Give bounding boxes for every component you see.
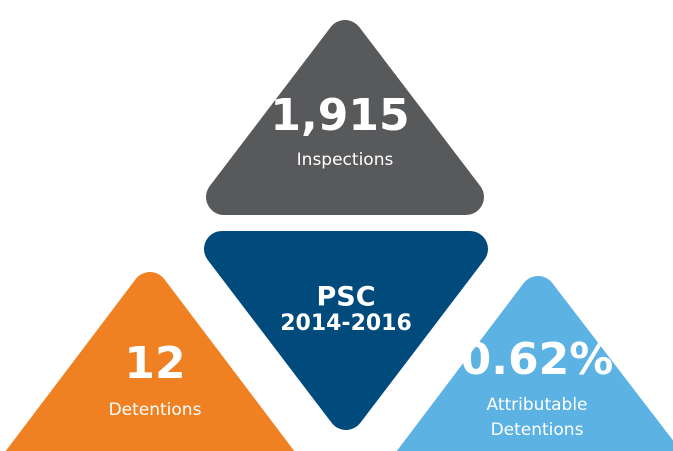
orange-triangle xyxy=(5,272,295,451)
gray-triangle xyxy=(206,20,484,215)
lightblue-triangle xyxy=(396,276,673,451)
detentions-value: 12 xyxy=(124,338,185,389)
inspections-value: 1,915 xyxy=(270,90,409,141)
center-subtitle: 2014-2016 xyxy=(280,311,412,336)
detentions-label: Detentions xyxy=(109,400,202,420)
blue-triangle xyxy=(204,231,488,430)
inspections-label: Inspections xyxy=(297,150,394,170)
attributable-label-1: Attributable xyxy=(487,395,588,415)
attributable-value: 0.62% xyxy=(461,334,614,385)
attributable-label-2: Detentions xyxy=(491,420,584,440)
center-title: PSC xyxy=(316,282,375,313)
